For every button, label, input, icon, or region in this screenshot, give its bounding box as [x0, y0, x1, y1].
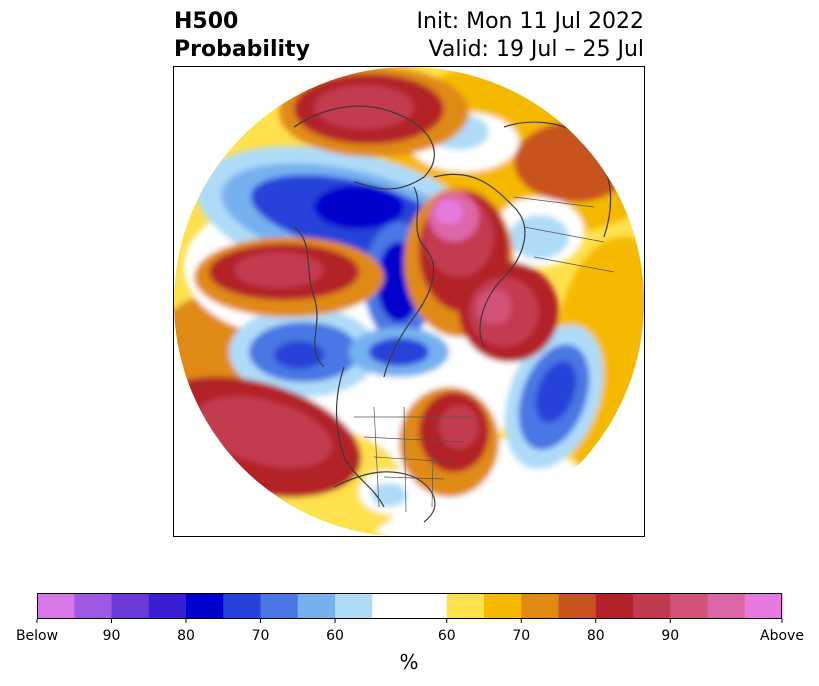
colorbar-bin — [37, 593, 75, 619]
colorbar-bin — [186, 593, 224, 619]
colorbar-bin — [335, 593, 373, 619]
colorbar-bin — [260, 593, 299, 619]
colorbar-bin — [111, 593, 150, 619]
valid-label: Valid: 19 Jul – 25 Jul — [428, 37, 644, 62]
polar-map — [174, 67, 644, 536]
colorbar-bin — [297, 593, 336, 619]
map-title: H500 Probability — [174, 8, 310, 64]
colorbar-bin — [744, 593, 783, 619]
colorbar-tick-label: 70 — [251, 628, 270, 644]
borders — [354, 196, 615, 513]
colorbar-tick-label: 80 — [586, 628, 605, 644]
colorbar-bin — [670, 593, 708, 619]
colorbar-bin — [446, 593, 485, 619]
date-info: Init: Mon 11 Jul 2022 Valid: 19 Jul – 25… — [417, 8, 644, 64]
colorbar-bin — [633, 593, 671, 619]
colorbar-outline — [37, 593, 782, 619]
colorbar-tick-label: 60 — [437, 628, 456, 644]
colorbar-bin — [707, 593, 746, 619]
colorbar-bin — [484, 593, 522, 619]
colorbar-tick-label: 70 — [512, 628, 531, 644]
colorbar-bin — [74, 593, 112, 619]
variable-label: H500 — [174, 9, 239, 34]
colorbar-tick-label: 90 — [102, 628, 121, 644]
colorbar-bin — [223, 593, 261, 619]
colorbar-tick-label: Below — [15, 628, 59, 644]
product-label: Probability — [174, 37, 310, 62]
colorbar-tick-label: 90 — [661, 628, 680, 644]
colorbar-unit-label: % — [399, 650, 419, 674]
colorbar-tick-label: 60 — [326, 628, 344, 644]
map-panel — [173, 66, 645, 537]
colorbar — [36, 593, 783, 623]
colorbar-bin — [595, 593, 634, 619]
colorbar-bin — [558, 593, 597, 619]
colorbar-bin — [372, 593, 448, 619]
colorbar-tick-label: 80 — [177, 628, 195, 644]
colorbar-bin — [148, 593, 187, 619]
init-label: Init: Mon 11 Jul 2022 — [416, 9, 644, 34]
colorbar-bin — [521, 593, 559, 619]
colorbar-tick-label: Above — [760, 628, 804, 644]
